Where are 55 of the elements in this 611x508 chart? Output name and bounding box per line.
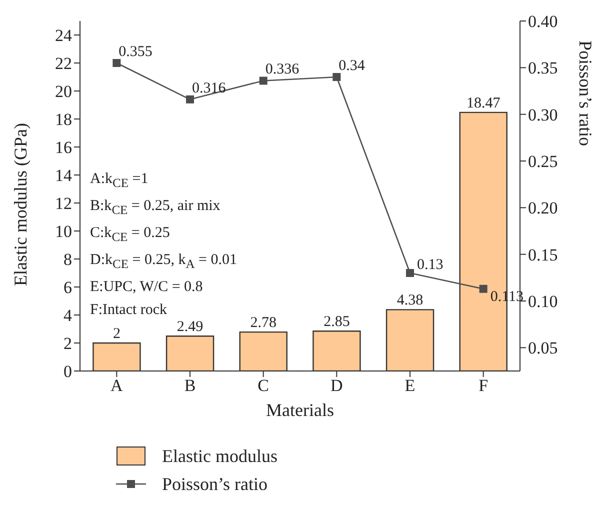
x-tick-label: F: [478, 376, 488, 396]
y-tick-label: 8: [64, 250, 72, 270]
x-tick-label: A: [110, 376, 124, 396]
data-label: 0.355: [118, 44, 152, 60]
data-label: 0.34: [338, 58, 366, 74]
data-label: 0.316: [192, 80, 226, 96]
data-label: 2: [112, 326, 120, 342]
point: [112, 59, 121, 67]
y-tick-label: 2: [64, 334, 72, 354]
y-tick-label: 10: [55, 222, 72, 242]
y2-tick-label: 0.05: [528, 338, 558, 358]
x-axis-title: Materials: [266, 400, 334, 420]
data-label: 2.78: [250, 315, 276, 332]
y-tick-label: 6: [64, 278, 72, 298]
annotation: B:k$_{CE}$ = 0.25, air mix: [90, 197, 222, 219]
y-tick-label: 14: [55, 166, 72, 186]
y2-tick-label: 0.25: [528, 152, 558, 172]
point: [479, 284, 488, 293]
y-tick-label: 4: [64, 306, 72, 326]
legend-label: Elastic modulus: [162, 446, 278, 466]
y2-axis-title: Poisson’s ratio: [576, 40, 596, 146]
y-tick-label: 0: [64, 362, 72, 382]
y2-tick-label: 0.15: [528, 245, 558, 264]
y-tick-label: 22: [55, 54, 72, 74]
annotation: C:k$_{CE}$ = 0.25: [90, 224, 171, 246]
y-tick-label: 20: [55, 82, 72, 102]
annotation: E:UPC, W/C = 0.8: [90, 278, 204, 297]
annotation: A:k$_{CE}$ =1: [90, 170, 150, 192]
data-label: 18.47: [466, 95, 501, 112]
y2-tick-label: 0.10: [528, 292, 558, 312]
y2-tick-label: 0.40: [528, 12, 558, 32]
data-label: 2.49: [176, 319, 204, 336]
y2-tick-label: 0.35: [528, 58, 558, 78]
x-tick-label: B: [184, 376, 196, 396]
annotation: F:Intact rock: [90, 302, 168, 318]
data-label: 4.38: [396, 292, 424, 309]
point: [332, 73, 341, 81]
x-tick-label: E: [404, 376, 416, 396]
legend-label: Poisson’s ratio: [162, 474, 268, 494]
point: [406, 269, 414, 277]
x-tick-label: C: [258, 376, 270, 396]
y-tick-label: 16: [55, 138, 72, 158]
y2-tick-label: 0.30: [528, 105, 558, 124]
annotation: D:k$_{CE}$ = 0.25, k$_{A}$ = 0.01: [90, 251, 237, 273]
y2-tick-label: 0.20: [528, 198, 558, 218]
x-tick-label: D: [330, 376, 343, 396]
y-tick-label: 12: [55, 194, 72, 214]
y-tick-label: 24: [55, 26, 72, 46]
y-axis-title: Elastic modulus (GPa): [10, 123, 30, 286]
data-label: 0.336: [265, 62, 300, 78]
y-tick-label: 18: [55, 110, 72, 130]
data-label: 2.85: [324, 314, 350, 330]
point: [186, 95, 194, 104]
point: [259, 76, 268, 85]
data-label: 0.13: [417, 257, 444, 273]
